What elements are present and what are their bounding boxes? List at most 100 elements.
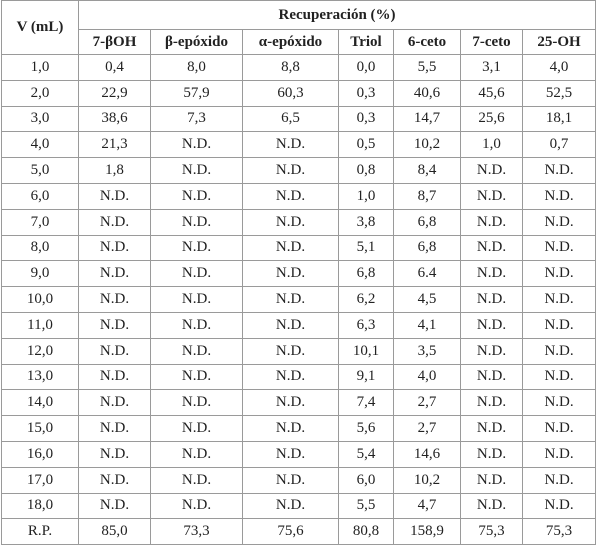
table-row: 14,0 N.D. N.D. N.D. 7,4 2,7 N.D. N.D. bbox=[1, 389, 596, 417]
table-cell: N.D. bbox=[78, 389, 151, 417]
table-cell: 3,8 bbox=[338, 208, 394, 236]
table-row: 4,0 21,3 N.D. N.D. 0,5 10,2 1,0 0,7 bbox=[1, 131, 596, 159]
table-row: 17,0 N.D. N.D. N.D. 6,0 10,2 N.D. N.D. bbox=[1, 466, 596, 494]
table-cell: 1,8 bbox=[78, 157, 151, 184]
table-cell: 25,6 bbox=[460, 105, 523, 133]
header-row: V (mL) Recuperación (%) bbox=[1, 0, 596, 55]
table-cell: 8,0 bbox=[1, 234, 79, 262]
table-cell: 3,5 bbox=[393, 337, 461, 365]
table-cell: N.D. bbox=[521, 363, 596, 391]
table-cell: N.D. bbox=[242, 492, 339, 520]
table-row: 1,0 0,4 8,0 8,8 0,0 5,5 3,1 4,0 bbox=[1, 54, 596, 81]
table-cell: N.D. bbox=[78, 260, 151, 288]
table-cell: 4,0 bbox=[521, 54, 596, 81]
table-cell: N.D. bbox=[150, 157, 243, 184]
table-cell: 9,1 bbox=[338, 363, 394, 391]
table-cell: 16,0 bbox=[1, 440, 79, 468]
table-cell: N.D. bbox=[242, 363, 339, 391]
table-cell: 85,0 bbox=[78, 518, 151, 546]
table-cell: 8,4 bbox=[393, 157, 461, 184]
table-cell: N.D. bbox=[242, 440, 339, 468]
table-row: 8,0 N.D. N.D. N.D. 5,1 6,8 N.D. N.D. bbox=[1, 234, 596, 262]
header-row: 7-βOH β-epóxido α-epóxido Triol 6-ceto 7-ceto… bbox=[2, 29, 596, 55]
table-cell: 40,6 bbox=[393, 79, 461, 107]
table-cell: N.D. bbox=[460, 182, 523, 210]
table-cell: 1,0 bbox=[460, 131, 523, 159]
table-cell: 4,1 bbox=[393, 311, 461, 339]
table-cell: N.D. bbox=[242, 131, 339, 159]
table-cell: N.D. bbox=[460, 234, 523, 262]
table-cell: 6,8 bbox=[393, 234, 461, 262]
table-cell: N.D. bbox=[78, 234, 151, 262]
table-cell: 9,0 bbox=[1, 260, 79, 288]
table-cell: N.D. bbox=[242, 182, 339, 210]
table-cell: N.D. bbox=[521, 492, 596, 520]
table-cell: 1,0 bbox=[1, 54, 79, 81]
table-cell: N.D. bbox=[242, 311, 339, 339]
table-cell: 10,0 bbox=[1, 286, 79, 313]
table-cell: 57,9 bbox=[150, 79, 243, 107]
table-cell: N.D. bbox=[78, 492, 151, 520]
table-cell: 38,6 bbox=[78, 105, 151, 133]
table-cell: 10,2 bbox=[393, 466, 461, 494]
table-cell: N.D. bbox=[78, 286, 151, 313]
table-cell: 7,3 bbox=[150, 105, 243, 133]
table-cell: 6,5 bbox=[242, 105, 339, 133]
table-row: 6,0 N.D. N.D. N.D. 1,0 8,7 N.D. N.D. bbox=[1, 182, 596, 210]
table-cell: 5,0 bbox=[1, 157, 79, 184]
table-cell: N.D. bbox=[242, 234, 339, 262]
table-cell: N.D. bbox=[460, 440, 523, 468]
header-cell: 7-βOH bbox=[78, 29, 151, 55]
table-cell: N.D. bbox=[460, 492, 523, 520]
table-cell: 0,3 bbox=[338, 105, 394, 133]
table-cell: N.D. bbox=[150, 363, 243, 391]
header-cell: V (mL) bbox=[1, 0, 79, 55]
table-cell: 11,0 bbox=[1, 311, 79, 339]
table-cell: 2,7 bbox=[393, 415, 461, 442]
table-row: 5,0 1,8 N.D. N.D. 0,8 8,4 N.D. N.D. bbox=[1, 157, 596, 184]
table-cell: 1,0 bbox=[338, 182, 394, 210]
table-cell: 73,3 bbox=[150, 518, 243, 546]
table-cell: 75,3 bbox=[460, 518, 523, 546]
table-cell: N.D. bbox=[78, 337, 151, 365]
table-cell: N.D. bbox=[460, 389, 523, 417]
table-cell: N.D. bbox=[150, 311, 243, 339]
table-row: 18,0 N.D. N.D. N.D. 5,5 4,7 N.D. N.D. bbox=[1, 492, 596, 520]
table-cell: 6.4 bbox=[393, 260, 461, 288]
table-cell: 21,3 bbox=[78, 131, 151, 159]
table-cell: 0,3 bbox=[338, 79, 394, 107]
table-cell: 0,7 bbox=[521, 131, 596, 159]
table-cell: 75,3 bbox=[521, 518, 596, 546]
table-cell: N.D. bbox=[460, 208, 523, 236]
table-cell: 12,0 bbox=[1, 337, 79, 365]
table-cell: 2,7 bbox=[393, 389, 461, 417]
table-cell: N.D. bbox=[460, 337, 523, 365]
table-cell: N.D. bbox=[460, 311, 523, 339]
header-cell: 7-ceto bbox=[460, 29, 523, 55]
table-cell: N.D. bbox=[521, 440, 596, 468]
table-row: 2,0 22,9 57,9 60,3 0,3 40,6 45,6 52,5 bbox=[1, 79, 596, 107]
table-cell: 22,9 bbox=[78, 79, 151, 107]
table-cell: 60,3 bbox=[242, 79, 339, 107]
table-cell: 7,4 bbox=[338, 389, 394, 417]
table-cell: 4,7 bbox=[393, 492, 461, 520]
table-cell: N.D. bbox=[150, 466, 243, 494]
table-row: 3,0 38,6 7,3 6,5 0,3 14,7 25,6 18,1 bbox=[1, 105, 596, 133]
table-cell: N.D. bbox=[150, 131, 243, 159]
table-cell: N.D. bbox=[78, 208, 151, 236]
table-row: 12,0 N.D. N.D. N.D. 10,1 3,5 N.D. N.D. bbox=[1, 337, 596, 365]
table-cell: 10,2 bbox=[393, 131, 461, 159]
table-cell: 17,0 bbox=[1, 466, 79, 494]
table-cell: 4,0 bbox=[393, 363, 461, 391]
table-cell: 0,0 bbox=[338, 54, 394, 81]
header-cell: Recuperación (%) bbox=[77, 0, 596, 30]
table-cell: 15,0 bbox=[1, 415, 79, 442]
table-cell: N.D. bbox=[521, 182, 596, 210]
table-cell: N.D. bbox=[521, 260, 596, 288]
table-row: 9,0 N.D. N.D. N.D. 6,8 6.4 N.D. N.D. bbox=[1, 260, 596, 288]
header-cell: 25-OH bbox=[521, 29, 596, 55]
header-cell: Triol bbox=[338, 29, 394, 55]
table-cell: 14,0 bbox=[1, 389, 79, 417]
table-cell: N.D. bbox=[521, 208, 596, 236]
table-cell: N.D. bbox=[150, 234, 243, 262]
